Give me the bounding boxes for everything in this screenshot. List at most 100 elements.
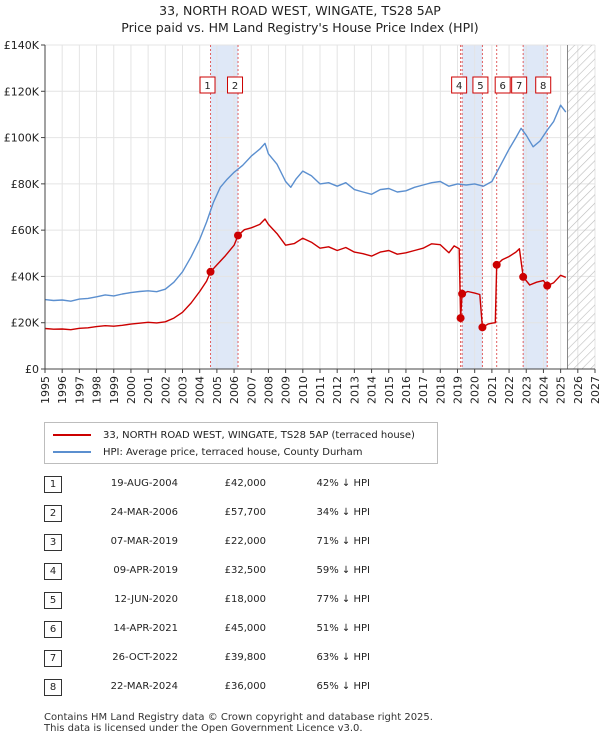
sale-point-marker	[458, 289, 467, 298]
x-tick-label: 2017	[417, 376, 430, 404]
legend-label-price: 33, NORTH ROAD WEST, WINGATE, TS28 5AP (…	[103, 429, 415, 441]
x-tick-label: 2016	[400, 376, 413, 404]
transaction-number-badge: 5	[44, 592, 62, 609]
forecast-hatch-area	[567, 45, 595, 369]
x-tick-label: 2018	[434, 376, 447, 404]
sale-label-text: 5	[477, 81, 483, 92]
y-tick-label: £40K	[11, 270, 40, 283]
x-tick-label: 2007	[245, 376, 258, 404]
transaction-date: 07-MAR-2019	[110, 536, 178, 547]
price-paid-series-line	[44, 218, 567, 331]
transaction-price: £42,000	[224, 478, 266, 489]
transaction-price: £39,800	[224, 652, 266, 663]
x-tick-label: 2027	[589, 376, 600, 404]
sale-point-marker	[206, 267, 215, 276]
x-tick-label: 2013	[348, 376, 361, 404]
x-tick-label: 2022	[503, 376, 516, 404]
transaction-number-badge: 6	[44, 621, 62, 638]
sale-label-text: 7	[516, 81, 522, 92]
chart-title-line2: Price paid vs. HM Land Registry's House …	[121, 20, 479, 35]
transaction-number-badge: 1	[44, 476, 62, 493]
x-tick-label: 2000	[125, 376, 138, 404]
transaction-number-badge: 8	[44, 679, 62, 696]
x-tick-label: 2014	[366, 376, 379, 404]
chart-title: 33, NORTH ROAD WEST, WINGATE, TS28 5AP P…	[0, 2, 600, 36]
table-row: 7 26-OCT-2022 £39,800 63% ↓ HPI	[44, 650, 564, 679]
x-tick-label: 2024	[537, 376, 550, 404]
sale-label-text: 4	[456, 81, 462, 92]
transaction-date: 19-AUG-2004	[110, 478, 178, 489]
legend-label-hpi: HPI: Average price, terraced house, Coun…	[103, 446, 363, 458]
x-tick-label: 2021	[486, 376, 499, 404]
x-tick-label: 2019	[452, 376, 465, 404]
legend-swatch-price	[53, 434, 91, 436]
y-tick-label: £140K	[4, 39, 40, 52]
transaction-hpi-diff: 42% ↓ HPI	[316, 478, 370, 489]
attribution-footer: Contains HM Land Registry data © Crown c…	[44, 712, 433, 734]
sale-label-box	[511, 76, 528, 94]
chart-legend: 33, NORTH ROAD WEST, WINGATE, TS28 5AP (…	[44, 422, 438, 464]
table-row: 5 12-JUN-2020 £18,000 77% ↓ HPI	[44, 592, 564, 621]
transaction-hpi-diff: 34% ↓ HPI	[316, 507, 370, 518]
sale-label-text: 6	[500, 81, 506, 92]
transaction-price: £32,500	[224, 565, 266, 576]
transaction-date: 12-JUN-2020	[114, 594, 178, 605]
x-tick-label: 2008	[262, 376, 275, 404]
transaction-hpi-diff: 71% ↓ HPI	[316, 536, 370, 547]
chart-title-line1: 33, NORTH ROAD WEST, WINGATE, TS28 5AP	[159, 3, 441, 18]
chart-axes: £0 £20K £40K £60K £80K £100K £120K £140K 1995 199…	[4, 39, 600, 404]
y-tick-label: £20K	[11, 317, 40, 330]
transaction-hpi-diff: 51% ↓ HPI	[316, 623, 370, 634]
transaction-date: 22-MAR-2024	[110, 681, 178, 692]
footer-line1: Contains HM Land Registry data © Crown c…	[44, 712, 433, 723]
x-tick-label: 2001	[142, 376, 155, 404]
forecast-hatch	[567, 45, 595, 369]
y-tick-label: £60K	[11, 224, 40, 237]
transaction-date: 14-APR-2021	[113, 623, 178, 634]
x-tick-label: 1998	[91, 376, 104, 404]
table-row: 3 07-MAR-2019 £22,000 71% ↓ HPI	[44, 534, 564, 563]
sale-label-box	[227, 76, 244, 94]
sale-label-box	[494, 76, 511, 94]
x-tick-label: 1996	[56, 376, 69, 404]
transaction-number-badge: 7	[44, 650, 62, 667]
transaction-price: £45,000	[224, 623, 266, 634]
sale-label-text: 2	[232, 81, 238, 92]
table-row: 2 24-MAR-2006 £57,700 34% ↓ HPI	[44, 505, 564, 534]
x-tick-label: 2002	[159, 376, 172, 404]
transaction-hpi-diff: 59% ↓ HPI	[316, 565, 370, 576]
x-tick-label: 2003	[177, 376, 190, 404]
legend-item-hpi: HPI: Average price, terraced house, Coun…	[53, 444, 362, 460]
transaction-number-badge: 2	[44, 505, 62, 522]
x-tick-label: 2015	[383, 376, 396, 404]
x-tick-label: 1999	[108, 376, 121, 404]
sale-marker-lines	[210, 45, 548, 369]
sale-label-box	[199, 76, 216, 94]
legend-swatch-hpi	[53, 451, 91, 453]
sale-label-box	[472, 76, 489, 94]
sale-markers	[206, 231, 552, 332]
sale-point-marker	[519, 272, 528, 281]
y-tick-label: £120K	[4, 85, 40, 98]
table-row: 8 22-MAR-2024 £36,000 65% ↓ HPI	[44, 679, 564, 708]
legend-item-price: 33, NORTH ROAD WEST, WINGATE, TS28 5AP (…	[53, 427, 415, 443]
transaction-number-badge: 4	[44, 563, 62, 580]
transaction-hpi-diff: 63% ↓ HPI	[316, 652, 370, 663]
sale-label-text: 8	[540, 81, 546, 92]
sale-label-box	[451, 76, 468, 94]
y-tick-label: £80K	[11, 178, 40, 191]
footer-line2: This data is licensed under the Open Gov…	[44, 723, 363, 734]
hpi-series-line	[44, 104, 567, 302]
x-tick-label: 2006	[228, 376, 241, 404]
transaction-hpi-diff: 77% ↓ HPI	[316, 594, 370, 605]
transaction-date: 26-OCT-2022	[112, 652, 178, 663]
sale-point-marker	[492, 260, 501, 269]
y-tick-label: £100K	[4, 132, 40, 145]
x-tick-label: 2026	[572, 376, 585, 404]
transaction-date: 09-APR-2019	[113, 565, 178, 576]
x-tick-label: 2012	[331, 376, 344, 404]
shaded-period	[210, 45, 239, 369]
x-tick-label: 2009	[280, 376, 293, 404]
table-row: 6 14-APR-2021 £45,000 51% ↓ HPI	[44, 621, 564, 650]
